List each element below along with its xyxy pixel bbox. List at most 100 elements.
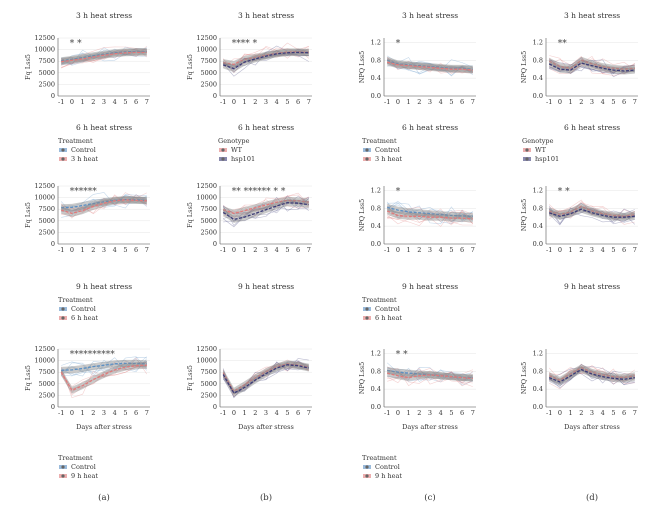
significance-stars: ** [558,39,568,49]
series-mean-line [61,198,147,209]
x-tick-label: 7 [633,409,637,417]
legend-title: Treatment [362,296,397,304]
trace-line [549,59,635,74]
trace-line [223,192,310,218]
y-tick-label: 0.0 [533,403,543,411]
x-axis-label: Days after stress [238,423,294,431]
y-axis-label: NPQ Lss5 [358,199,366,232]
x-tick-label: 2 [417,246,421,254]
trace-line [549,199,635,220]
x-tick-label: -1 [58,409,64,417]
x-tick-label: 7 [307,98,311,106]
x-tick-label: -1 [546,98,552,106]
x-tick-label: 2 [417,409,421,417]
trace-line [387,55,473,77]
legend-swatch-dot [525,148,529,152]
y-tick-label: 10000 [34,357,55,365]
x-tick-label: 5 [449,409,453,417]
y-tick-label: 0.4 [371,385,381,393]
x-tick-label: 5 [285,409,289,417]
x-tick-label: 3 [264,409,268,417]
x-tick-label: 3 [590,409,594,417]
x-tick-label: 3 [102,246,106,254]
x-tick-label: 6 [296,98,300,106]
x-tick-label: 7 [471,246,475,254]
legend-title: Treatment [362,137,397,145]
x-tick-label: 3 [428,98,432,106]
trace-line [61,360,147,372]
x-tick-label: 3 [264,98,268,106]
x-tick-label: 6 [460,409,464,417]
trace-line [222,359,309,393]
trace-line [548,57,635,75]
trace-line [387,57,473,76]
x-tick-label: 1 [81,409,85,417]
y-tick-label: 0 [213,92,217,100]
y-tick-label: 7500 [38,57,55,65]
panel-d1: 3 h heat stress 0.0 0.4 0.8 1.2 -1 0 1 2 3 4 5 6 7 NPQ… [520,11,638,106]
series-mean-line [387,372,473,380]
y-tick-label: 0.0 [533,240,543,248]
trace-line [548,365,635,382]
x-tick-label: 6 [134,98,138,106]
panel-title: 3 h heat stress [402,11,458,20]
y-tick-label: 0.0 [533,92,543,100]
y-tick-label: 2500 [200,80,217,88]
significance-stars: * * [396,350,408,360]
series-mean-line [222,51,309,70]
trace-line [222,200,309,226]
trace-line [223,197,310,219]
trace-line [387,202,473,220]
panel-c2: 6 h heat stress 0.0 0.4 0.8 1.2 -1 0 1 2 3 4 5 6 7 NPQ… [358,123,476,254]
trace-line [222,199,309,222]
y-tick-label: 0 [51,403,55,411]
x-tick-label: -1 [384,409,390,417]
x-tick-label: 0 [558,246,562,254]
x-tick-label: 5 [285,98,289,106]
y-tick-label: 12500 [34,345,55,353]
legend-swatch-dot [221,157,225,161]
y-tick-label: 0.4 [533,222,543,230]
x-tick-label: 4 [275,98,279,106]
y-tick-label: 5000 [38,69,55,77]
trace-line [61,194,147,213]
y-axis-label: Fq Lss5 [186,202,194,228]
x-tick-label: 5 [123,409,127,417]
trace-line [387,208,473,226]
x-tick-label: 4 [601,246,605,254]
trace-line [222,364,309,394]
trace-line [61,356,147,377]
x-tick-label: 6 [134,409,138,417]
trace-line [61,195,147,213]
y-tick-label: 12500 [34,34,55,42]
y-axis-label: Fq Lss5 [186,365,194,391]
x-tick-label: -1 [546,409,552,417]
trace-line [61,45,147,69]
trace-line [61,192,147,214]
x-tick-label: 0 [232,246,236,254]
x-tick-label: 1 [243,246,247,254]
x-tick-label: 3 [428,246,432,254]
x-tick-label: 1 [81,98,85,106]
x-tick-label: 5 [611,246,615,254]
x-tick-label: 1 [569,98,573,106]
significance-stars: * * [70,39,82,49]
trace-line [386,205,474,226]
trace-line [61,48,147,66]
legend-title: Treatment [58,454,93,462]
x-tick-label: 4 [113,246,117,254]
x-tick-label: 5 [611,409,615,417]
panel-title: 6 h heat stress [238,123,294,132]
x-tick-label: 7 [633,98,637,106]
x-tick-label: 6 [460,246,464,254]
x-tick-label: 1 [407,246,411,254]
trace-line [223,50,309,67]
x-tick-label: 0 [558,98,562,106]
legend-item-label: 6 h heat [71,314,98,322]
significance-stars: **** * [232,39,258,49]
legend-item-label: 9 h heat [375,472,402,480]
x-tick-label: -1 [384,246,390,254]
x-axis-label: Days after stress [564,423,620,431]
